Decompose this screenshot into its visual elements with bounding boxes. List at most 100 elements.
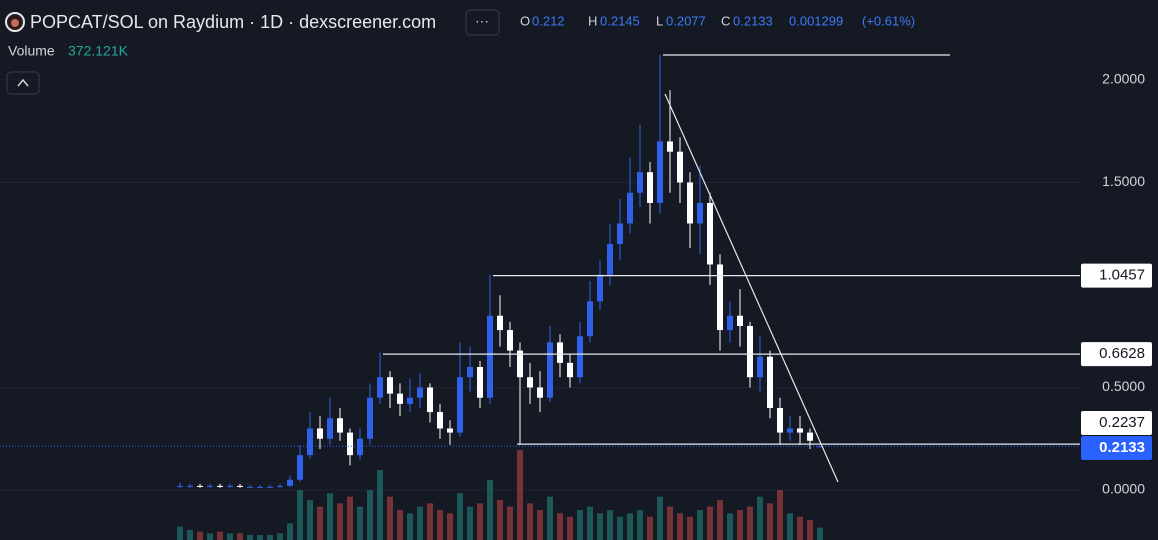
volume-bar xyxy=(257,535,263,540)
candle-body xyxy=(267,486,273,488)
low-key: L xyxy=(656,13,663,28)
candle-body xyxy=(327,418,333,439)
volume-bar xyxy=(577,510,583,540)
more-button[interactable] xyxy=(465,9,500,36)
candle-body xyxy=(617,223,623,244)
candle-body xyxy=(747,325,753,378)
volume-bar xyxy=(647,516,653,540)
volume-bar xyxy=(517,450,523,540)
volume-bar xyxy=(697,510,703,540)
candle-body xyxy=(287,479,293,486)
plot xyxy=(0,54,1080,540)
candle-body xyxy=(367,397,373,439)
volume-bar xyxy=(477,503,483,540)
candle-body xyxy=(697,202,703,224)
candle-body xyxy=(557,342,563,363)
candle-body xyxy=(307,428,313,456)
candle-body xyxy=(527,377,533,388)
candle-body xyxy=(187,485,193,487)
volume-bar xyxy=(277,533,283,540)
volume-bar xyxy=(597,513,603,540)
candle-body xyxy=(687,182,693,224)
volume-bar xyxy=(807,520,813,540)
volume-bar xyxy=(337,503,343,540)
change-value: 0.001299 xyxy=(789,13,843,28)
volume-bar xyxy=(707,506,713,540)
volume-bar xyxy=(197,531,203,540)
candle-body xyxy=(777,407,783,433)
volume-bar xyxy=(327,493,333,540)
volume-bar xyxy=(427,503,433,540)
candle-body xyxy=(657,141,663,203)
collapse-icon xyxy=(17,78,29,87)
volume-bar xyxy=(797,516,803,540)
candle-body xyxy=(597,274,603,302)
candle-body xyxy=(427,387,433,413)
change-percent: (+0.61%) xyxy=(862,13,915,28)
candle-body xyxy=(677,151,683,183)
level-label-box xyxy=(1081,411,1152,435)
volume-bar xyxy=(387,496,393,540)
candle-body xyxy=(627,192,633,224)
last-price-box xyxy=(1081,436,1152,460)
volume-bar xyxy=(487,480,493,540)
candle-body xyxy=(667,141,673,152)
candle-body xyxy=(207,485,213,487)
volume-bar xyxy=(527,503,533,540)
volume-label: Volume xyxy=(8,43,55,59)
candle-body xyxy=(257,486,263,488)
volume-bar xyxy=(537,510,543,540)
volume-bar xyxy=(467,506,473,540)
candle-body xyxy=(577,336,583,378)
candle-body xyxy=(497,315,503,331)
candle-body xyxy=(337,418,343,433)
volume-bar xyxy=(457,493,463,540)
candle-body xyxy=(437,412,443,429)
candle-body xyxy=(197,485,203,487)
volume-bar xyxy=(177,526,183,540)
candle-body xyxy=(567,362,573,378)
candle-body xyxy=(767,356,773,408)
candle-body xyxy=(347,432,353,456)
candle-body xyxy=(237,485,243,487)
level-label: 1.0457 xyxy=(1099,267,1145,284)
candle-body xyxy=(727,315,733,331)
volume-bar xyxy=(627,513,633,540)
volume-bar xyxy=(247,535,253,540)
volume-bar xyxy=(767,503,773,540)
candle-body xyxy=(517,350,523,378)
candle-body xyxy=(407,397,413,404)
candle-body xyxy=(417,387,423,398)
volume-bar xyxy=(397,510,403,540)
level-label-box xyxy=(1081,342,1152,367)
high-value: 0.2145 xyxy=(600,13,640,28)
volume-bar xyxy=(207,533,213,540)
candle-body xyxy=(277,485,283,487)
close-key: C xyxy=(721,13,730,28)
volume-bar xyxy=(407,513,413,540)
candle-body xyxy=(807,432,813,441)
y-tick-label: 2.0000 xyxy=(1102,71,1145,87)
candle-body xyxy=(587,301,593,337)
close-value: 0.2133 xyxy=(733,13,773,28)
volume-bar xyxy=(607,510,613,540)
candle-body xyxy=(217,485,223,487)
candle-body xyxy=(377,377,383,398)
volume-bar xyxy=(267,535,273,540)
volume-bar xyxy=(657,496,663,540)
candle-body xyxy=(477,366,483,398)
open-key: O xyxy=(520,13,530,28)
candle-body xyxy=(177,485,183,487)
volume-bar xyxy=(377,470,383,540)
volume-value: 372.121K xyxy=(68,43,129,59)
volume-bar xyxy=(297,490,303,540)
y-tick-label: 0.5000 xyxy=(1102,378,1145,394)
candle-body xyxy=(547,342,553,398)
candle-body xyxy=(787,428,793,433)
collapse-button[interactable] xyxy=(6,71,40,95)
volume-bar xyxy=(347,496,353,540)
volume-bar xyxy=(437,510,443,540)
low-value: 0.2077 xyxy=(666,13,706,28)
